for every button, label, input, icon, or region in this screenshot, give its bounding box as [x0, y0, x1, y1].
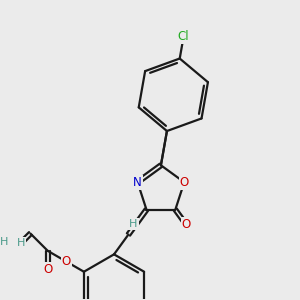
Text: Cl: Cl: [178, 30, 189, 43]
Text: O: O: [43, 263, 52, 276]
Text: H: H: [17, 238, 26, 248]
Text: O: O: [61, 255, 71, 268]
Text: O: O: [182, 218, 191, 231]
Text: H: H: [0, 237, 8, 247]
Text: H: H: [129, 219, 138, 229]
Text: N: N: [133, 176, 142, 189]
Text: O: O: [180, 176, 189, 189]
